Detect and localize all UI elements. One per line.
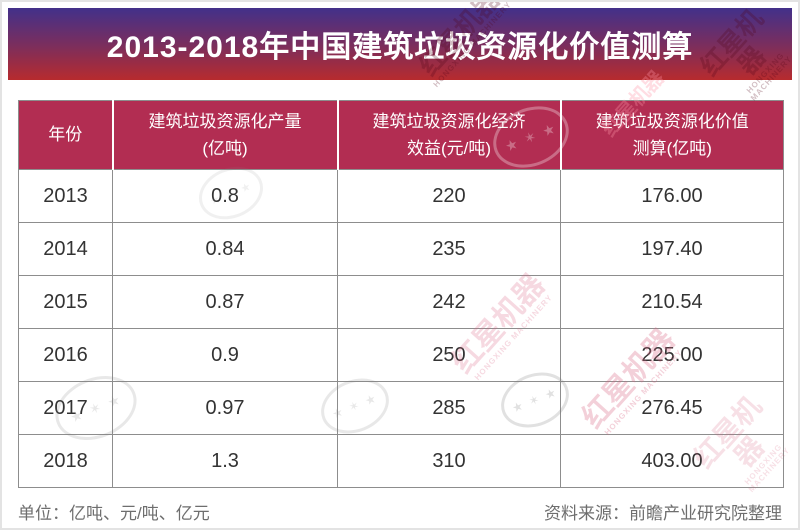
cell-value: 276.45: [560, 381, 784, 435]
table-row: 2014 0.84 235 197.40: [18, 222, 784, 276]
cell-benefit: 285: [337, 381, 561, 435]
column-header-year: 年份: [18, 100, 113, 170]
cell-value: 225.00: [560, 328, 784, 382]
cell-output: 0.84: [112, 222, 338, 276]
unit-note: 单位：亿吨、元/吨、亿元: [18, 504, 210, 523]
cell-benefit: 242: [337, 275, 561, 329]
cell-output: 0.9: [112, 328, 338, 382]
column-header-label: 年份: [48, 125, 83, 145]
cell-year: 2014: [18, 222, 113, 276]
cell-output: 0.8: [112, 169, 338, 223]
cell-benefit: 235: [337, 222, 561, 276]
table-row: 2018 1.3 310 403.00: [18, 434, 784, 488]
table-body: 2013 0.8 220 176.00 2014 0.84 235 197.40…: [18, 169, 784, 488]
cell-output: 0.87: [112, 275, 338, 329]
column-header-output: 建筑垃圾资源化产量 (亿吨): [111, 100, 338, 170]
cell-benefit: 220: [337, 169, 561, 223]
cell-value: 403.00: [560, 434, 784, 488]
cell-year: 2015: [18, 275, 113, 329]
cell-year: 2018: [18, 434, 113, 488]
column-header-label: 建筑垃圾资源化经济 效益(元/吨): [372, 111, 526, 158]
source-note: 资料来源：前瞻产业研究院整理: [544, 504, 782, 523]
cell-output: 0.97: [112, 381, 338, 435]
cell-value: 210.54: [560, 275, 784, 329]
cell-year: 2017: [18, 381, 113, 435]
cell-output: 1.3: [112, 434, 338, 488]
cell-benefit: 310: [337, 434, 561, 488]
cell-value: 197.40: [560, 222, 784, 276]
data-table: 年份 建筑垃圾资源化产量 (亿吨) 建筑垃圾资源化经济 效益(元/吨) 建筑垃圾…: [18, 100, 784, 488]
footer: 单位：亿吨、元/吨、亿元 资料来源：前瞻产业研究院整理: [18, 499, 782, 524]
page-title: 2013-2018年中国建筑垃圾资源化价值测算: [106, 31, 694, 64]
cell-value: 176.00: [560, 169, 784, 223]
column-header-label: 建筑垃圾资源化价值 测算(亿吨): [595, 111, 749, 158]
column-header-value: 建筑垃圾资源化价值 测算(亿吨): [559, 100, 784, 170]
table-row: 2015 0.87 242 210.54: [18, 275, 784, 329]
column-header-benefit: 建筑垃圾资源化经济 效益(元/吨): [336, 100, 561, 170]
title-banner: 2013-2018年中国建筑垃圾资源化价值测算: [8, 8, 792, 80]
header-row: 年份 建筑垃圾资源化产量 (亿吨) 建筑垃圾资源化经济 效益(元/吨) 建筑垃圾…: [18, 100, 784, 170]
table-header: 年份 建筑垃圾资源化产量 (亿吨) 建筑垃圾资源化经济 效益(元/吨) 建筑垃圾…: [18, 100, 784, 170]
table-row: 2013 0.8 220 176.00: [18, 169, 784, 223]
table-row: 2016 0.9 250 225.00: [18, 328, 784, 382]
cell-year: 2016: [18, 328, 113, 382]
table-container: 年份 建筑垃圾资源化产量 (亿吨) 建筑垃圾资源化经济 效益(元/吨) 建筑垃圾…: [18, 100, 784, 488]
column-header-label: 建筑垃圾资源化产量 (亿吨): [148, 111, 302, 158]
cell-year: 2013: [18, 169, 113, 223]
cell-benefit: 250: [337, 328, 561, 382]
table-row: 2017 0.97 285 276.45: [18, 381, 784, 435]
